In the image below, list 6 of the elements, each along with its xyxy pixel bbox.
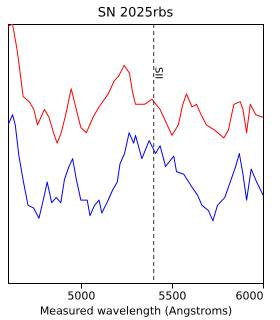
- x-tick-label: 6000: [236, 290, 264, 302]
- x-tick-label: 5500: [158, 290, 186, 302]
- chart-title: SN 2025rbs: [98, 6, 174, 20]
- x-tick-label: 5000: [67, 290, 96, 302]
- x-axis-title: Measured wavelength (Angstroms): [40, 304, 232, 318]
- ref-line-label: SII: [152, 67, 164, 80]
